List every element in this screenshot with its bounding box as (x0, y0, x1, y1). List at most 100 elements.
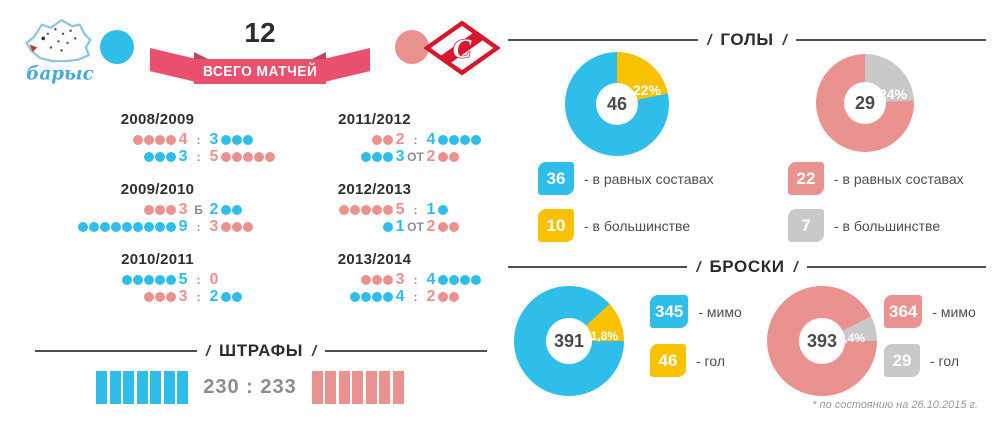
score-number: 3 (209, 218, 219, 235)
leopard-eye (41, 36, 46, 41)
score-side-right: 1 (427, 202, 478, 218)
goal-dots (438, 222, 460, 232)
penalty-bar (136, 371, 148, 404)
legend-label: - в большинстве (584, 217, 691, 234)
goal-dots (221, 152, 276, 162)
team-left-color-dot (100, 30, 134, 64)
barys-wordmark: барыс (26, 63, 93, 84)
score-side-left: 1 (272, 219, 405, 235)
donut-total-value: 391 (546, 318, 592, 364)
score-side-right: 4 (427, 272, 485, 288)
match-row: 3:5 (55, 148, 276, 165)
goal-dot (471, 135, 482, 145)
goal-dot (449, 292, 460, 302)
penalty-bar (177, 371, 189, 404)
score-separator: : (413, 290, 418, 304)
ribbon-fold-right (310, 52, 326, 60)
slash-decoration: / (205, 342, 211, 360)
goal-dot (165, 275, 176, 285)
legend-value-badge: 364 (884, 295, 923, 328)
leopard-spots (46, 28, 77, 52)
goal-dots (360, 275, 393, 285)
penalties-section-header: / ШТРАФЫ / (35, 341, 488, 361)
goal-dot (382, 205, 393, 215)
score-separator: : (196, 133, 201, 147)
goal-dot (382, 135, 393, 145)
shots-legend-right: 364 - мимо 29 - гол (884, 295, 976, 377)
score-separator: ОТ (407, 150, 424, 164)
penalty-bar (352, 371, 364, 404)
goal-dot (338, 205, 349, 215)
penalty-bars-right (311, 371, 404, 404)
shots-legend-left: 345 - мимо 46 - гол (650, 295, 742, 377)
legend-label: - гол (930, 352, 959, 369)
goal-dot (371, 205, 382, 215)
score-side-left: 3 (272, 272, 405, 288)
goal-dot (77, 222, 88, 232)
legend-label: - в равных составах (834, 170, 964, 187)
goal-dot (154, 222, 165, 232)
slash-decoration: / (782, 31, 787, 49)
legend-label: - гол (696, 352, 725, 369)
goal-dot (154, 292, 165, 302)
match-row: 5:1 (272, 202, 477, 218)
score-side-left: 5 (55, 272, 188, 288)
goal-dot (449, 135, 460, 145)
goal-dots (77, 222, 176, 232)
header-rule (35, 350, 197, 352)
season-title: 2009/2010 (120, 181, 195, 198)
season-block: 2012/2013 5:1 1 ОТ 2 (272, 182, 477, 252)
season-block: 2013/2014 3:4 4:2 (272, 252, 482, 322)
leopard-mouth (29, 44, 38, 53)
match-row: 1 ОТ 2 (272, 219, 477, 235)
goal-dot (382, 222, 393, 232)
goal-dot (165, 222, 176, 232)
penalties-comparison: 230 : 233 (0, 371, 500, 404)
legend-item: 36 - в равных составах (538, 162, 714, 195)
goals-legend-right: 22 - в равных составах 7 - в большинстве (788, 162, 964, 242)
legend-label: - мимо (932, 303, 976, 320)
goal-dots (121, 275, 176, 285)
penalty-bar (311, 371, 323, 404)
goal-dot (360, 205, 371, 215)
goal-dot (232, 292, 243, 302)
goals-title: ГОЛЫ (720, 30, 774, 49)
score-number: 3 (178, 288, 188, 305)
legend-label: - в большинстве (834, 217, 941, 234)
score-separator: : (196, 290, 201, 304)
season-title: 2008/2009 (120, 111, 195, 128)
donut-total-value: 46 (596, 83, 638, 125)
goal-dot (165, 205, 176, 215)
goal-dots (438, 152, 460, 162)
goal-dot (265, 152, 276, 162)
goal-dot (143, 135, 154, 145)
score-side-right: 2 (427, 149, 478, 165)
goal-dot (460, 135, 471, 145)
score-number: 4 (395, 288, 405, 305)
goal-dots (438, 205, 449, 215)
ribbon-band: ВСЕГО МАТЧЕЙ (194, 59, 326, 84)
match-row: 2:4 (272, 131, 482, 148)
goal-dots (221, 205, 243, 215)
score-number: 3 (178, 148, 188, 165)
shots-donut-left: 11,8% 391 (514, 286, 624, 396)
score-number: 2 (395, 131, 405, 148)
goal-dot (371, 152, 382, 162)
score-number: 2 (209, 201, 219, 218)
goal-dot (382, 152, 393, 162)
legend-item: 22 - в равных составах (788, 162, 964, 195)
penalty-bar (325, 371, 337, 404)
goal-dot (449, 222, 460, 232)
score-side-left: 9 (55, 219, 188, 235)
legend-item: 345 - мимо (650, 295, 742, 328)
legend-item: 7 - в большинстве (788, 209, 964, 242)
goal-dot (460, 275, 471, 285)
score-number: 0 (209, 271, 219, 288)
slice-percent-label: 24% (878, 86, 907, 102)
score-separator: : (196, 150, 201, 164)
goal-dots (221, 135, 254, 145)
goal-dot (382, 292, 393, 302)
score-side-left: 5 (272, 202, 405, 218)
season-block: 2011/2012 2:4 3 ОТ 2 (272, 112, 482, 182)
goal-dots (349, 292, 393, 302)
